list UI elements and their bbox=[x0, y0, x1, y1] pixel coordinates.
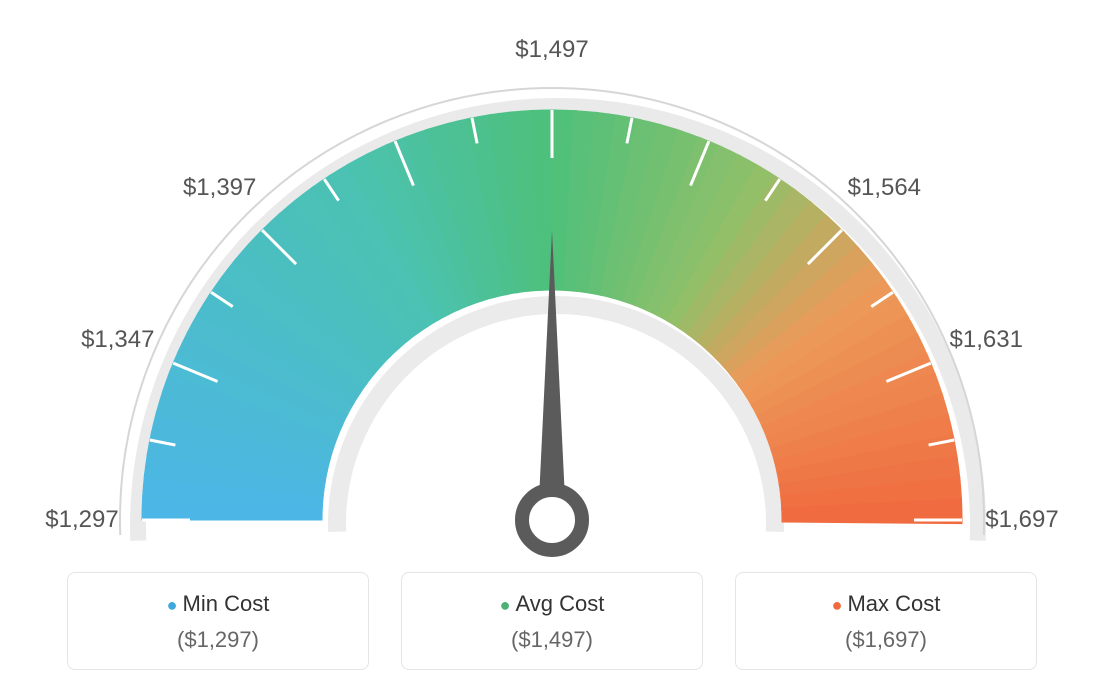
legend-value-avg: ($1,497) bbox=[402, 627, 702, 653]
legend-value-max: ($1,697) bbox=[736, 627, 1036, 653]
gauge-tick-label: $1,297 bbox=[45, 506, 118, 534]
legend-value-min: ($1,297) bbox=[68, 627, 368, 653]
legend-row: Min Cost ($1,297) Avg Cost ($1,497) Max … bbox=[0, 572, 1104, 670]
legend-card-min: Min Cost ($1,297) bbox=[67, 572, 369, 670]
legend-title-max: Max Cost bbox=[736, 591, 1036, 617]
legend-card-avg: Avg Cost ($1,497) bbox=[401, 572, 703, 670]
gauge-tick-label: $1,631 bbox=[950, 326, 1023, 354]
legend-title-avg: Avg Cost bbox=[402, 591, 702, 617]
gauge-tick-label: $1,697 bbox=[985, 506, 1058, 534]
legend-card-max: Max Cost ($1,697) bbox=[735, 572, 1037, 670]
gauge-tick-label: $1,347 bbox=[81, 326, 154, 354]
legend-title-min: Min Cost bbox=[68, 591, 368, 617]
gauge-chart bbox=[0, 0, 1104, 560]
gauge-tick-label: $1,564 bbox=[848, 174, 921, 202]
gauge-container: $1,297 $1,347 $1,397 $1,497 $1,564 $1,631 $1,6… bbox=[0, 0, 1104, 560]
gauge-tick-label: $1,497 bbox=[515, 36, 588, 64]
gauge-tick-label: $1,397 bbox=[183, 174, 256, 202]
